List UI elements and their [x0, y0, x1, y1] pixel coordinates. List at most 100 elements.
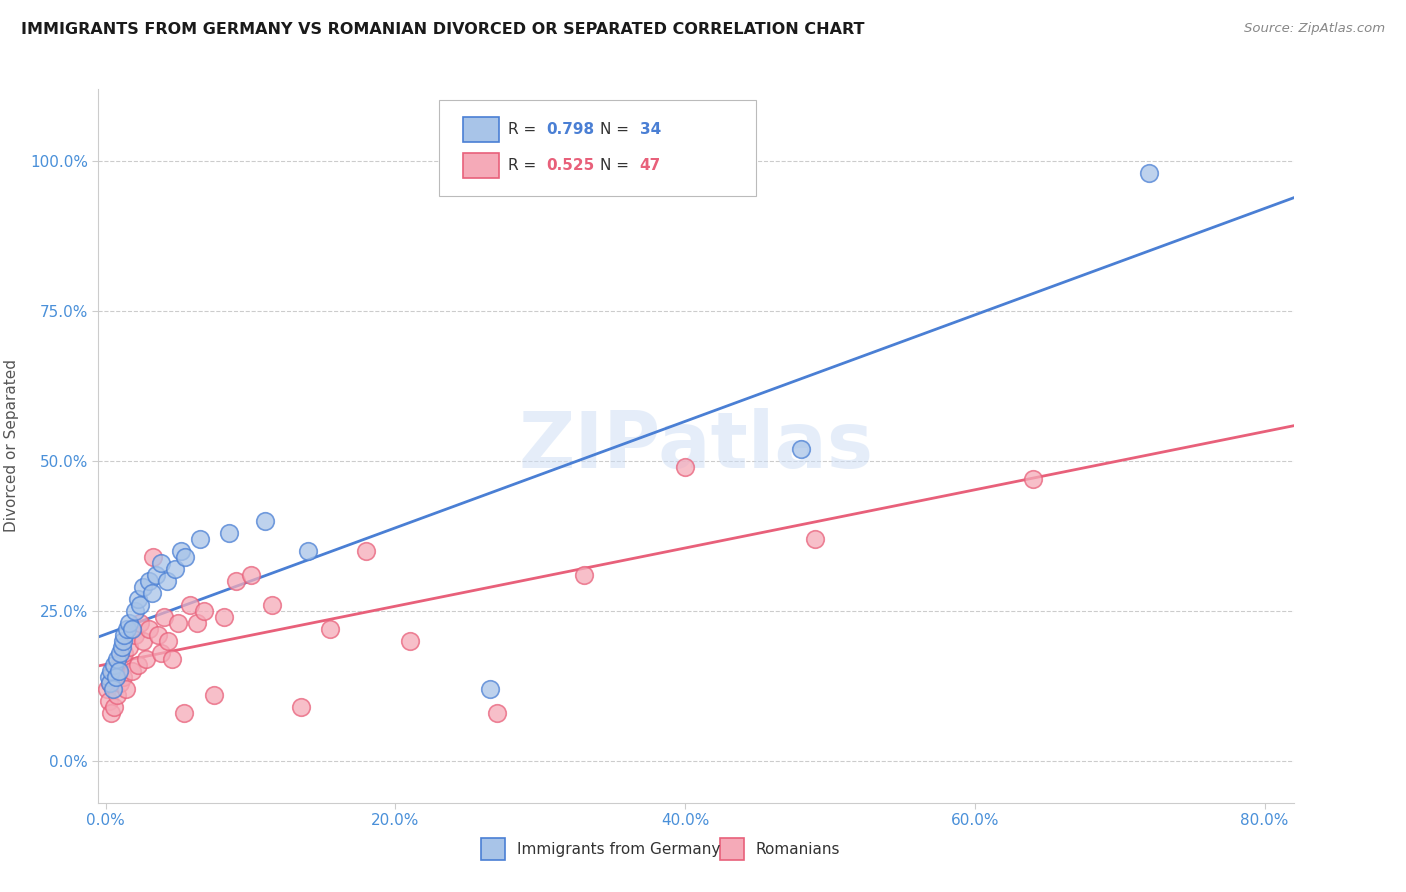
Point: [112, 633, 135, 648]
FancyBboxPatch shape: [463, 118, 499, 143]
Point: [108, 646, 131, 660]
Point: [105, 652, 128, 666]
Text: Source: ZipAtlas.com: Source: ZipAtlas.com: [1244, 22, 1385, 36]
Point: [121, 622, 143, 636]
Text: 0.798: 0.798: [547, 122, 595, 137]
Point: [1022, 472, 1045, 486]
Point: [142, 549, 165, 564]
Point: [790, 442, 813, 456]
Point: [114, 628, 136, 642]
Point: [186, 615, 208, 630]
Text: Immigrants from Germany: Immigrants from Germany: [517, 842, 720, 856]
Point: [97, 670, 120, 684]
Point: [165, 562, 187, 576]
Point: [170, 544, 193, 558]
FancyBboxPatch shape: [481, 838, 505, 860]
Point: [214, 610, 236, 624]
FancyBboxPatch shape: [439, 100, 756, 196]
Text: R =: R =: [509, 122, 541, 137]
Point: [253, 514, 276, 528]
Point: [124, 628, 146, 642]
Point: [132, 580, 155, 594]
Point: [97, 694, 120, 708]
Point: [96, 681, 118, 696]
Point: [193, 604, 215, 618]
Text: 0.525: 0.525: [547, 158, 595, 173]
Point: [110, 640, 132, 654]
Point: [262, 598, 284, 612]
Point: [100, 664, 122, 678]
Point: [156, 633, 179, 648]
Point: [138, 574, 160, 588]
Point: [167, 615, 190, 630]
Point: [135, 652, 157, 666]
Point: [297, 544, 319, 558]
Point: [179, 598, 201, 612]
Point: [149, 646, 172, 660]
Point: [107, 664, 129, 678]
Point: [118, 640, 141, 654]
Point: [218, 525, 240, 540]
Point: [103, 699, 125, 714]
Point: [225, 574, 247, 588]
Point: [101, 664, 124, 678]
Point: [124, 604, 146, 618]
Point: [290, 699, 312, 714]
Point: [132, 633, 155, 648]
Point: [673, 460, 696, 475]
Point: [98, 676, 121, 690]
Point: [115, 681, 138, 696]
Point: [110, 652, 132, 666]
Point: [117, 622, 139, 636]
Point: [162, 652, 184, 666]
Point: [173, 706, 195, 720]
Point: [1137, 166, 1160, 180]
Point: [319, 622, 342, 636]
Point: [572, 568, 595, 582]
Text: ZIPatlas: ZIPatlas: [519, 408, 873, 484]
Point: [114, 646, 136, 660]
Text: 47: 47: [640, 158, 661, 173]
Point: [239, 568, 262, 582]
Point: [485, 706, 508, 720]
Text: Romanians: Romanians: [756, 842, 841, 856]
Point: [118, 615, 141, 630]
Point: [478, 681, 501, 696]
Text: 34: 34: [640, 122, 661, 137]
Point: [399, 633, 422, 648]
Point: [108, 676, 131, 690]
Point: [121, 664, 143, 678]
Point: [112, 670, 135, 684]
Point: [101, 681, 124, 696]
Y-axis label: Divorced or Separated: Divorced or Separated: [4, 359, 18, 533]
Point: [129, 598, 152, 612]
Point: [103, 657, 125, 672]
Point: [104, 670, 127, 684]
Point: [104, 670, 127, 684]
Point: [145, 568, 167, 582]
Point: [107, 657, 129, 672]
Point: [127, 657, 149, 672]
Point: [146, 628, 169, 642]
FancyBboxPatch shape: [720, 838, 744, 860]
Point: [202, 688, 225, 702]
Point: [129, 615, 152, 630]
Point: [152, 610, 174, 624]
Point: [138, 622, 160, 636]
Text: IMMIGRANTS FROM GERMANY VS ROMANIAN DIVORCED OR SEPARATED CORRELATION CHART: IMMIGRANTS FROM GERMANY VS ROMANIAN DIVO…: [21, 22, 865, 37]
Point: [141, 586, 163, 600]
Point: [149, 556, 172, 570]
Point: [188, 532, 211, 546]
Point: [100, 706, 122, 720]
Point: [105, 688, 128, 702]
Point: [127, 591, 149, 606]
Point: [356, 544, 378, 558]
FancyBboxPatch shape: [463, 153, 499, 178]
Text: N =: N =: [600, 158, 634, 173]
Text: R =: R =: [509, 158, 541, 173]
Point: [155, 574, 177, 588]
Text: N =: N =: [600, 122, 634, 137]
Point: [174, 549, 197, 564]
Point: [804, 532, 827, 546]
Point: [98, 676, 121, 690]
